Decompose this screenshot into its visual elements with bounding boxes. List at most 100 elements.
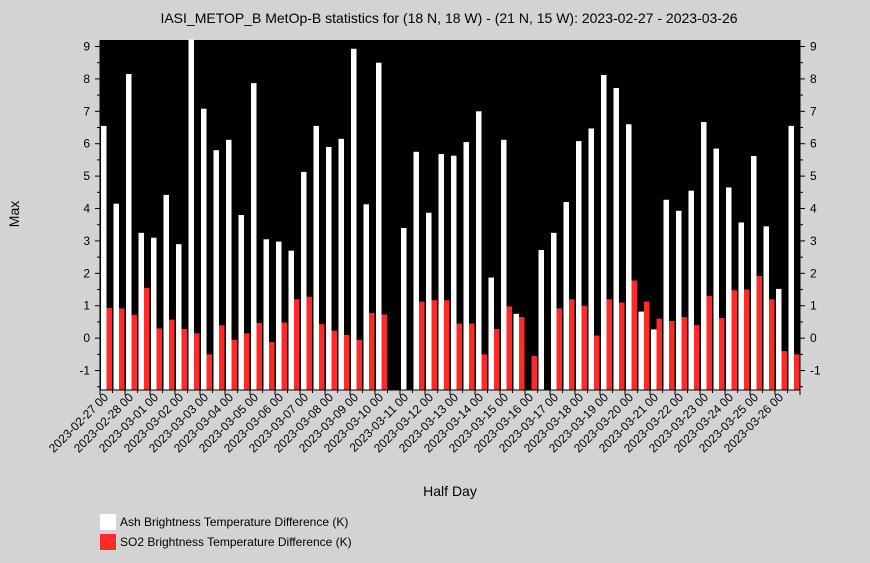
ash-bar [488, 277, 494, 390]
ash-bar [313, 125, 319, 390]
y-tick-label-left: 6 [83, 137, 90, 151]
so2-bar [169, 319, 175, 390]
so2-bar [706, 296, 712, 390]
ash-bar [326, 146, 332, 390]
so2-bar [606, 299, 612, 390]
y-tick-label-left: 2 [83, 266, 90, 280]
ash-bar [213, 150, 219, 390]
ash-bar [551, 232, 557, 390]
ash-bar [676, 210, 682, 390]
ash-bar [463, 142, 469, 390]
so2-bar [281, 322, 287, 390]
so2-bar [494, 329, 500, 390]
legend-item-so2: SO2 Brightness Temperature Difference (K… [100, 532, 352, 552]
so2-bar [294, 299, 300, 390]
so2-bar [244, 333, 250, 390]
ash-bar [576, 141, 582, 390]
y-tick-label-left: 7 [83, 104, 90, 118]
y-tick-label-left: 0 [83, 331, 90, 345]
y-tick-label-right: -1 [810, 364, 821, 378]
so2-bar [681, 317, 687, 390]
so2-bar [469, 323, 475, 390]
so2-bar [531, 355, 537, 390]
ash-bar [538, 250, 544, 390]
ash-bar [663, 199, 669, 390]
so2-bar [381, 314, 387, 390]
so2-bar [569, 299, 575, 390]
ash-bar [176, 244, 182, 390]
ash-bar [338, 138, 344, 390]
so2-bar [794, 354, 800, 390]
so2-bar [669, 320, 675, 390]
ash-bar [738, 222, 744, 390]
so2-bar [431, 300, 437, 390]
y-tick-label-right: 0 [810, 331, 817, 345]
chart-title: IASI_METOP_B MetOp-B statistics for (18 … [160, 10, 737, 26]
so2-bar [156, 328, 162, 390]
y-tick-label-right: 6 [810, 137, 817, 151]
so2-bar [369, 312, 375, 390]
so2-bar [356, 339, 362, 390]
ash-bar [301, 171, 307, 390]
ash-bar [763, 226, 769, 390]
ash-bar [601, 75, 607, 390]
y-tick-label-right: 7 [810, 104, 817, 118]
ash-bar [188, 39, 194, 390]
ash-bar [263, 239, 269, 390]
legend-label-ash: Ash Brightness Temperature Difference (K… [120, 515, 349, 529]
legend-label-so2: SO2 Brightness Temperature Difference (K… [120, 535, 352, 549]
so2-bar [194, 333, 200, 390]
legend-item-ash: Ash Brightness Temperature Difference (K… [100, 512, 352, 532]
ash-bar [613, 87, 619, 391]
ash-bar [451, 155, 457, 390]
so2-bar [656, 318, 662, 390]
y-tick-label-left: 9 [83, 39, 90, 53]
y-tick-label-left: 1 [83, 299, 90, 313]
ash-bar [238, 215, 244, 390]
so2-bar [644, 301, 650, 390]
so2-bar [506, 306, 512, 390]
y-tick-label-left: 8 [83, 72, 90, 86]
ash-bar [713, 148, 719, 390]
ash-bar [651, 329, 657, 390]
ash-bar [413, 151, 419, 390]
ash-bar [588, 128, 594, 390]
ash-bar [126, 74, 132, 391]
so2-bar [269, 342, 275, 390]
ash-bar [276, 241, 282, 390]
y-tick-label-left: 4 [83, 202, 90, 216]
so2-bar [594, 335, 600, 390]
y-tick-label-right: 3 [810, 234, 817, 248]
so2-bar [481, 354, 487, 390]
ash-bar [401, 227, 407, 390]
ash-bar [788, 125, 794, 390]
y-tick-label-right: 5 [810, 169, 817, 183]
so2-bar [444, 300, 450, 390]
ash-bar [751, 156, 757, 390]
ash-bar [688, 190, 694, 390]
ash-bar [513, 313, 519, 390]
y-tick-label-right: 1 [810, 299, 817, 313]
so2-bar [719, 318, 725, 390]
ash-bar [626, 124, 632, 390]
ash-bar [138, 232, 144, 390]
so2-bar [519, 317, 525, 390]
ash-bar [151, 237, 157, 390]
so2-bar [131, 314, 137, 390]
so2-bar [219, 325, 225, 390]
y-tick-label-left: 5 [83, 169, 90, 183]
legend-swatch-so2 [100, 534, 116, 550]
so2-bar [344, 334, 350, 390]
so2-bar [306, 296, 312, 390]
so2-bar [119, 308, 125, 390]
ash-bar [251, 83, 257, 390]
so2-bar [631, 280, 637, 390]
y-axis-label: Max [6, 201, 22, 227]
legend-swatch-ash [100, 514, 116, 530]
so2-bar [181, 329, 187, 390]
ash-bar [351, 48, 357, 390]
ash-bar [288, 250, 294, 390]
so2-bar [781, 351, 787, 390]
ash-bar [701, 121, 707, 391]
